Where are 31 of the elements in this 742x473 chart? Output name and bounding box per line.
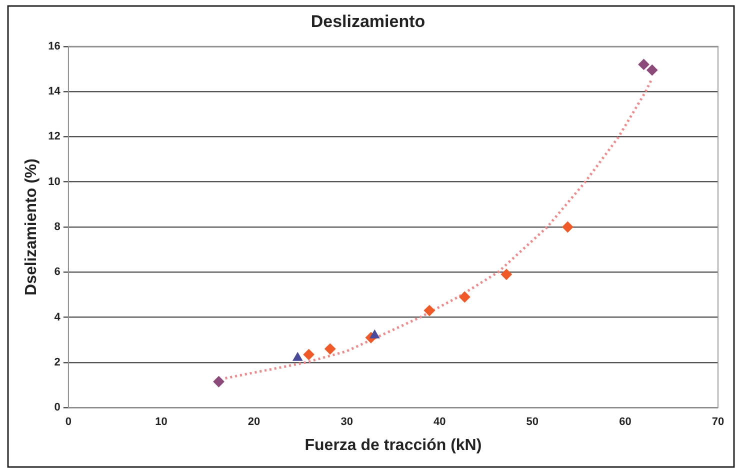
point <box>324 343 336 354</box>
point <box>213 376 224 388</box>
chart-title: Deslizamiento <box>310 12 426 31</box>
y-tick-label: 2 <box>54 356 60 368</box>
point <box>303 349 314 360</box>
point <box>500 268 512 280</box>
point <box>646 64 658 76</box>
y-tick-label: 10 <box>48 176 60 188</box>
y-tick-label: 14 <box>48 86 62 98</box>
x-tick-label: 60 <box>619 416 632 428</box>
x-tick-label: 10 <box>155 416 168 428</box>
y-axis-title: Dselizamiento (%) <box>23 158 40 296</box>
y-tick-label: 8 <box>54 221 60 234</box>
x-tick-label: 50 <box>526 416 539 428</box>
y-tick-label: 4 <box>54 311 62 324</box>
point <box>638 58 650 70</box>
x-axis-title: Fuerza de tracción (kN) <box>304 436 482 454</box>
point <box>424 305 435 316</box>
x-tick-label: 30 <box>340 416 353 428</box>
x-tick-label: 20 <box>248 416 260 428</box>
point <box>370 330 380 338</box>
point <box>459 291 470 302</box>
y-tick-label: 16 <box>48 40 60 52</box>
point <box>292 352 302 361</box>
x-tick-label: 40 <box>433 416 446 428</box>
y-tick-label: 0 <box>54 402 60 414</box>
y-tick-label: 12 <box>48 130 60 143</box>
y-tick-label: 6 <box>54 266 60 278</box>
point <box>562 222 574 232</box>
x-tick-label: 0 <box>65 416 72 428</box>
x-tick-label: 70 <box>712 416 724 428</box>
